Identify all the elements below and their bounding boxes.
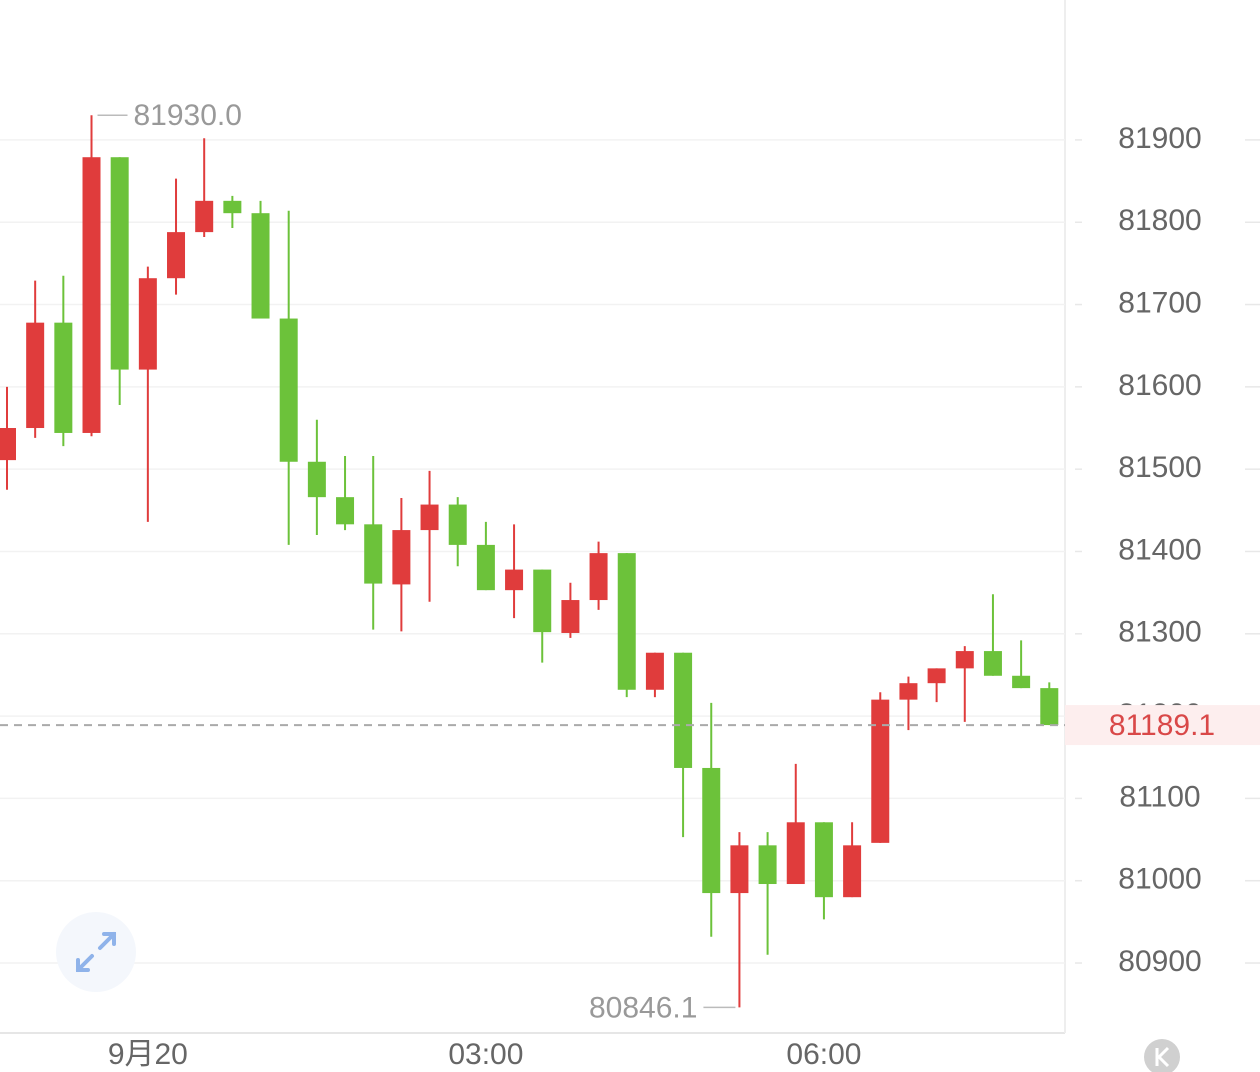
candle-body xyxy=(533,569,552,633)
candle-body xyxy=(561,600,580,633)
candle-body xyxy=(307,461,326,498)
candle-body xyxy=(899,683,918,700)
y-tick-label: 81300 xyxy=(1118,616,1201,649)
candle-body xyxy=(420,504,439,531)
last-price-label: 81189.1 xyxy=(1109,709,1215,742)
y-tick-label: 81100 xyxy=(1119,780,1200,813)
candle-body xyxy=(843,845,862,898)
candle-body xyxy=(223,200,242,214)
y-tick-label: 81700 xyxy=(1118,286,1201,319)
candle-body xyxy=(702,767,721,894)
annotation-label: 81930.0 xyxy=(134,99,242,132)
y-tick-label: 81500 xyxy=(1118,451,1201,484)
candle-body xyxy=(448,504,467,545)
candle-body xyxy=(364,524,383,584)
candle-body xyxy=(758,845,777,885)
candle-body xyxy=(392,530,411,585)
y-tick-label: 81800 xyxy=(1118,204,1201,237)
y-tick-label: 81400 xyxy=(1118,533,1201,566)
candle-body xyxy=(730,845,749,894)
y-tick-label: 81600 xyxy=(1118,369,1201,402)
candle-body xyxy=(814,822,833,898)
candle-body xyxy=(54,322,73,433)
candle-body xyxy=(82,157,101,433)
candle-body xyxy=(138,278,157,370)
y-tick-label: 81900 xyxy=(1118,122,1201,155)
candle-body xyxy=(1040,688,1059,726)
x-tick-label: 03:00 xyxy=(448,1038,523,1071)
candle-body xyxy=(983,651,1002,676)
candle-body xyxy=(589,553,608,601)
candle-body xyxy=(674,652,693,768)
candle-body xyxy=(195,200,214,233)
candle-body xyxy=(336,497,355,525)
candle-body xyxy=(279,318,298,462)
annotation-label: 80846.1 xyxy=(589,991,697,1024)
y-tick-label: 81000 xyxy=(1118,863,1201,896)
last-price-tag xyxy=(1065,705,1260,746)
candle-body xyxy=(927,668,946,684)
candle-body xyxy=(476,544,495,591)
expand-icon[interactable] xyxy=(76,932,116,972)
candle-body xyxy=(167,232,186,279)
candle-body xyxy=(251,213,270,319)
candle-body xyxy=(0,428,16,461)
candle-body xyxy=(786,822,805,885)
k-icon[interactable] xyxy=(1155,1046,1170,1068)
candle-body xyxy=(955,651,974,669)
candle-body xyxy=(645,652,664,690)
candle-body xyxy=(26,322,45,429)
candle-body xyxy=(871,699,890,843)
k-button[interactable] xyxy=(1144,1039,1180,1072)
expand-button[interactable] xyxy=(56,912,136,992)
expand-circle[interactable] xyxy=(56,912,136,992)
candle-body xyxy=(617,553,636,690)
candle-body xyxy=(1012,675,1031,689)
candle-body xyxy=(110,157,129,370)
y-tick-label: 80900 xyxy=(1118,945,1201,978)
x-tick-label: 06:00 xyxy=(786,1038,861,1071)
x-tick-label: 9月20 xyxy=(108,1038,188,1071)
candle-body xyxy=(505,569,524,591)
